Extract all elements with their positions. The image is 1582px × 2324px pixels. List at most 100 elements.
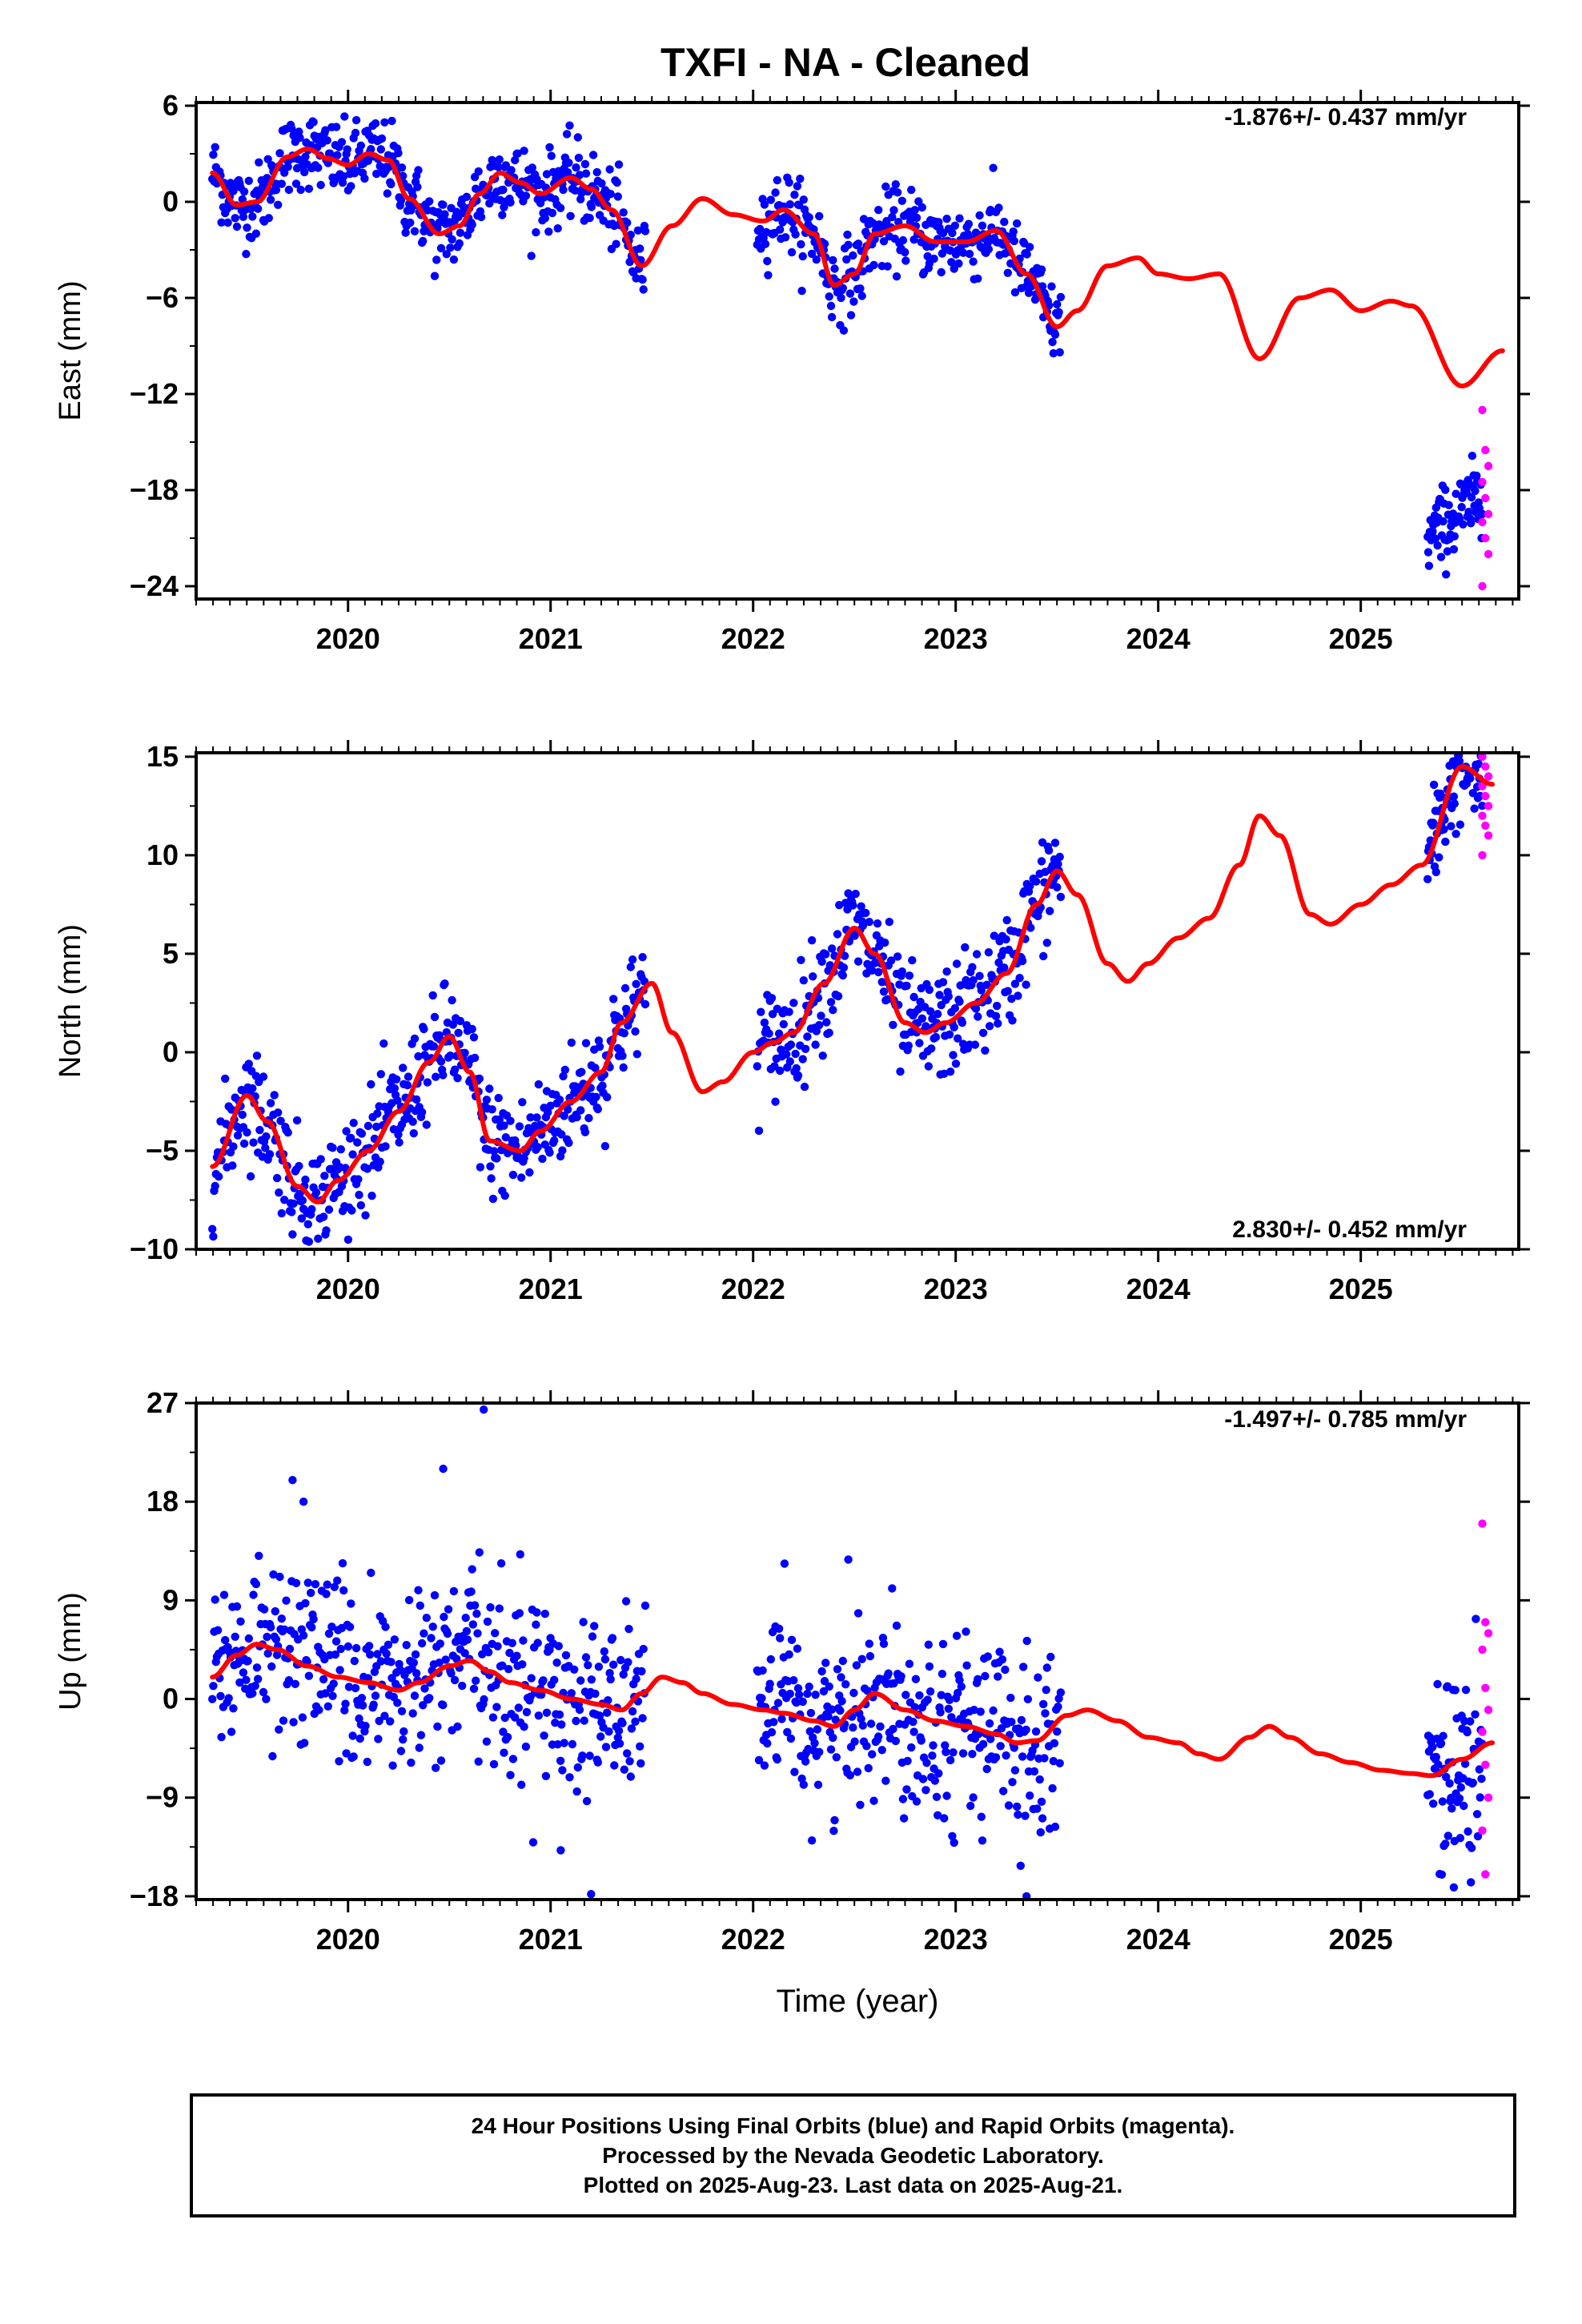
east-point-final: [844, 240, 853, 249]
up-point-final: [1010, 1743, 1019, 1752]
north-point-final: [809, 972, 817, 981]
east-point-final: [771, 188, 780, 197]
up-point-final: [351, 1643, 361, 1653]
east-point-final: [785, 178, 793, 187]
north-point-final: [319, 1212, 328, 1221]
north-point-final: [598, 1081, 607, 1090]
east-points-rapid: [1478, 405, 1493, 591]
up-point-final: [921, 1786, 930, 1795]
east-point-final: [869, 219, 877, 227]
up-point-rapid: [1481, 1870, 1490, 1879]
up-y-tick-label: 9: [163, 1583, 179, 1616]
up-point-final: [532, 1620, 540, 1629]
up-point-final: [636, 1742, 644, 1751]
up-point-final: [425, 1694, 434, 1703]
north-point-final: [793, 1071, 803, 1080]
up-point-final: [1472, 1810, 1482, 1819]
up-point-final: [783, 1727, 792, 1737]
up-point-final: [522, 1707, 532, 1717]
up-point-final: [252, 1663, 262, 1672]
east-point-final: [1053, 300, 1062, 309]
up-point-final: [349, 1752, 358, 1761]
east-point-final: [442, 250, 451, 259]
up-point-final: [275, 1725, 283, 1734]
north-point-final: [1441, 837, 1450, 846]
up-point-final: [966, 1801, 975, 1811]
east-point-final: [1457, 503, 1466, 512]
east-point-final: [883, 262, 892, 271]
up-point-final: [813, 1780, 823, 1789]
up-point-final: [958, 1749, 968, 1758]
up-point-final: [508, 1638, 516, 1647]
north-point-final: [532, 1113, 541, 1122]
up-point-final: [1033, 1804, 1042, 1813]
north-point-final: [893, 952, 902, 961]
up-point-final: [272, 1651, 282, 1659]
up-point-final: [235, 1678, 244, 1687]
up-point-final: [275, 1572, 284, 1582]
north-point-final: [500, 1191, 509, 1200]
up-point-final: [397, 1707, 407, 1715]
north-point-final: [954, 1034, 962, 1043]
up-point-final: [402, 1641, 411, 1650]
up-point-final: [498, 1661, 507, 1670]
up-point-final: [271, 1634, 281, 1644]
up-point-final: [760, 1761, 769, 1770]
north-point-final: [879, 987, 889, 996]
up-point-final: [578, 1751, 587, 1760]
east-point-final: [511, 155, 520, 165]
east-point-final: [1026, 243, 1034, 251]
up-point-final: [439, 1464, 448, 1474]
up-point-final: [1467, 1844, 1476, 1852]
east-point-final: [296, 185, 305, 195]
east-point-final: [528, 163, 536, 172]
north-x-tick-label: 2023: [924, 1273, 988, 1305]
east-point-rapid: [1478, 405, 1487, 415]
east-point-final: [1038, 282, 1047, 291]
up-point-final: [1455, 1794, 1464, 1803]
east-point-final: [1050, 330, 1060, 339]
up-point-final: [428, 1622, 437, 1631]
east-point-final: [367, 145, 375, 154]
east-rate-label: -1.876+/- 0.437 mm/yr: [1224, 104, 1467, 131]
up-point-final: [540, 1731, 548, 1740]
east-point-final: [585, 214, 594, 223]
up-point-final: [505, 1648, 514, 1658]
north-point-final: [798, 1055, 807, 1063]
up-point-final: [780, 1559, 789, 1568]
north-point-final: [786, 1040, 796, 1049]
up-point-final: [1007, 1718, 1016, 1727]
north-point-final: [453, 1074, 462, 1083]
east-point-final: [521, 191, 531, 200]
up-point-final: [453, 1722, 462, 1731]
up-point-final: [798, 1697, 807, 1707]
up-point-final: [639, 1644, 648, 1654]
up-point-final: [213, 1626, 223, 1634]
north-point-final: [993, 1001, 1002, 1011]
up-point-final: [576, 1676, 585, 1685]
up-point-final: [844, 1555, 853, 1564]
up-point-final: [461, 1614, 470, 1622]
north-point-final: [1000, 963, 1009, 972]
up-point-final: [231, 1632, 239, 1641]
up-point-final: [849, 1723, 857, 1732]
up-point-final: [460, 1649, 469, 1658]
north-point-final: [799, 976, 808, 985]
north-point-final: [956, 981, 965, 990]
up-point-final: [254, 1675, 263, 1683]
up-point-final: [347, 1599, 355, 1608]
up-point-final: [898, 1795, 908, 1803]
up-point-final: [590, 1622, 599, 1630]
east-point-final: [425, 197, 434, 206]
north-point-final: [584, 1114, 593, 1123]
east-point-final: [449, 255, 459, 264]
up-point-final: [348, 1731, 357, 1740]
east-point-final: [592, 167, 601, 177]
up-point-final: [503, 1733, 512, 1742]
north-point-final: [469, 1033, 479, 1042]
north-point-final: [403, 1080, 412, 1090]
east-point-final: [974, 274, 982, 283]
north-point-final: [754, 1126, 764, 1136]
north-point-final: [1010, 979, 1020, 988]
up-point-final: [585, 1751, 594, 1760]
